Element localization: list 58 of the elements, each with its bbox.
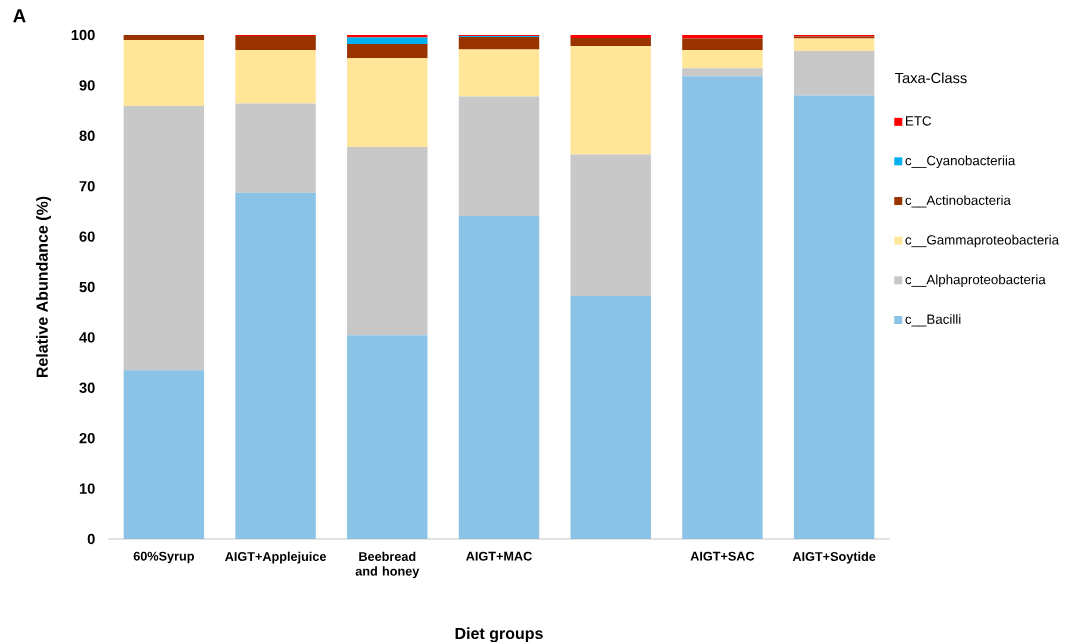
y-tick-label: 50	[79, 281, 95, 293]
bar	[682, 50, 763, 69]
x-tick-label: 60%Syrup	[133, 551, 194, 564]
y-tick-label: 0	[87, 533, 95, 545]
x-tick-label: AIGT+Applejuice	[225, 551, 326, 564]
bar	[793, 38, 875, 52]
x-tick-label: AIGT+SAC	[690, 551, 755, 561]
bar	[235, 50, 316, 104]
bar	[123, 106, 205, 371]
bar	[123, 34, 205, 41]
y-tick-label: 90	[79, 80, 95, 91]
legend-label: c__Gammaproteobacteria	[905, 234, 1060, 248]
bar	[347, 34, 428, 38]
bar	[682, 68, 763, 77]
text: A	[13, 9, 26, 23]
bar	[682, 76, 763, 539]
bar	[458, 37, 540, 50]
x-tick-label: Beebread and honey	[355, 551, 420, 579]
y-axis-title: Relative Abundance (%)	[36, 196, 52, 378]
y-tick-label: 100	[71, 29, 95, 41]
bar	[347, 146, 428, 336]
bar	[682, 38, 763, 51]
bar	[235, 103, 316, 193]
bar	[235, 192, 316, 539]
bar	[123, 370, 205, 539]
y-tick-label: 80	[79, 130, 95, 141]
bar	[570, 38, 651, 47]
bar	[347, 44, 428, 59]
bar	[793, 95, 875, 539]
bar	[347, 58, 428, 147]
bar	[682, 34, 763, 39]
bar	[123, 40, 205, 107]
y-tick-label: 20	[79, 433, 95, 444]
x-tick-label: AIGT+MAC	[466, 551, 532, 561]
bar	[570, 46, 651, 155]
legend-label: c__Alphaproteobacteria	[905, 274, 1046, 287]
legend-label: c__Bacilli	[905, 314, 961, 327]
bar	[570, 296, 651, 539]
x-tick-label: AIGT+Soytide	[792, 551, 876, 564]
bar	[458, 96, 540, 216]
bar	[458, 49, 540, 97]
bar	[347, 37, 428, 45]
y-tick-label: 70	[79, 181, 95, 192]
y-tick-label: 40	[79, 332, 95, 343]
y-tick-label: 30	[79, 382, 95, 393]
legend-title: Taxa-Class	[895, 72, 967, 84]
bar	[570, 154, 651, 297]
legend-label: c__Cyanobacteriia	[905, 155, 1016, 168]
x-axis-title: Diet groups	[455, 627, 543, 642]
legend-label: c__Actinobacteria	[905, 195, 1011, 208]
bar	[458, 215, 540, 539]
legend-label: ETC	[906, 116, 932, 126]
bar	[235, 36, 316, 51]
y-tick-label: 60	[79, 231, 95, 242]
y-tick-label: 10	[79, 483, 95, 494]
bar	[347, 335, 428, 539]
bar	[793, 51, 875, 96]
bar	[570, 34, 651, 39]
